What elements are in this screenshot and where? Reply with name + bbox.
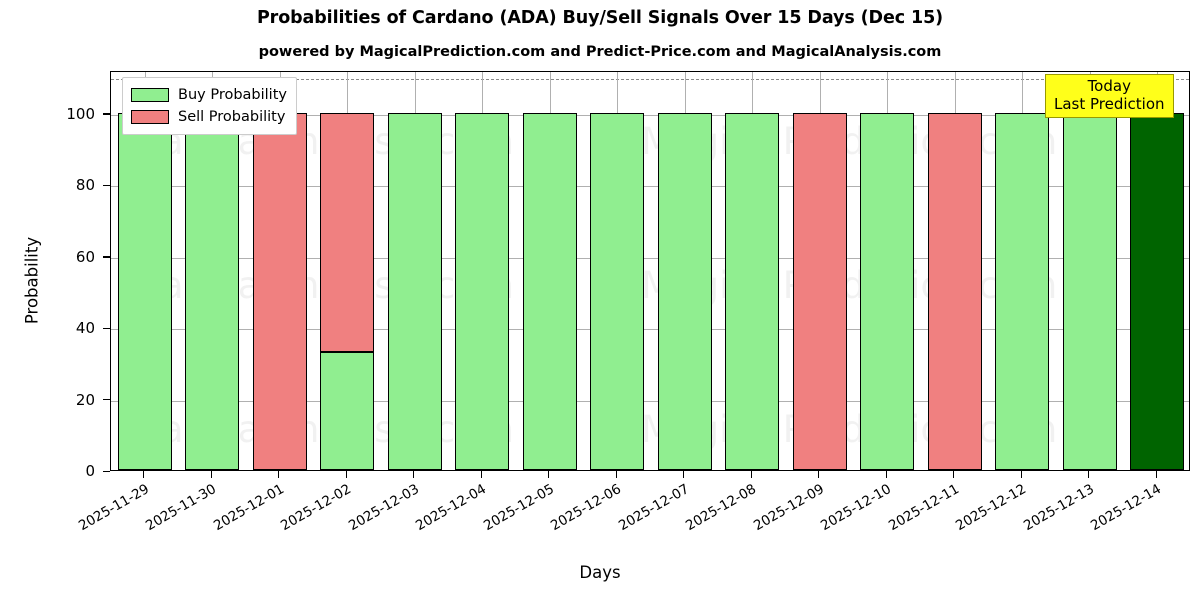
bar-segment-buy[interactable]	[320, 352, 375, 470]
chart-subtitle: powered by MagicalPrediction.com and Pre…	[258, 44, 942, 60]
bar-segment-today[interactable]	[1130, 112, 1185, 470]
bar-group[interactable]	[387, 72, 442, 470]
legend-item[interactable]: Buy Probability	[131, 84, 287, 106]
bar-segment-buy[interactable]	[860, 112, 915, 470]
y-tick-label: 0	[85, 462, 95, 480]
x-tick-mark	[413, 471, 415, 478]
x-tick-mark	[818, 471, 820, 478]
y-tick-label: 60	[75, 247, 95, 266]
bar-group[interactable]	[860, 72, 915, 470]
today-annotation-line1: Today	[1087, 77, 1131, 95]
bar-group[interactable]	[522, 72, 577, 470]
bar-group[interactable]	[792, 72, 847, 470]
y-axis-label: Probability	[22, 236, 42, 325]
x-tick-mark	[885, 471, 887, 478]
bar-group[interactable]	[1062, 72, 1117, 470]
x-tick-mark	[278, 471, 280, 478]
x-tick-mark	[210, 471, 212, 478]
y-tick-mark	[103, 470, 110, 472]
x-tick-mark	[953, 471, 955, 478]
x-tick-mark	[143, 471, 145, 478]
bar-segment-sell[interactable]	[252, 112, 307, 470]
bar-segment-buy[interactable]	[387, 112, 442, 470]
x-tick-mark	[548, 471, 550, 478]
bar-segment-sell[interactable]	[792, 112, 847, 470]
bar-group[interactable]	[117, 72, 172, 470]
bar-segment-sell[interactable]	[927, 112, 982, 470]
bar-group[interactable]	[1130, 72, 1185, 470]
y-tick-mark	[103, 327, 110, 329]
legend-label: Buy Probability	[178, 87, 287, 103]
reference-line	[111, 79, 1189, 81]
bar-segment-buy[interactable]	[455, 112, 510, 470]
bar-group[interactable]	[252, 72, 307, 470]
bar-segment-sell[interactable]	[320, 112, 375, 353]
y-tick-mark	[103, 399, 110, 401]
y-gridline	[111, 114, 1189, 116]
bar-segment-buy[interactable]	[117, 112, 172, 470]
legend-label: Sell Probability	[178, 109, 286, 125]
x-tick-mark	[1155, 471, 1157, 478]
chart-legend: Buy Probability Sell Probability	[122, 77, 297, 135]
y-gridline	[111, 329, 1189, 331]
bar-segment-buy[interactable]	[590, 112, 645, 470]
bar-group[interactable]	[320, 72, 375, 470]
bar-segment-buy[interactable]	[995, 112, 1050, 470]
legend-item[interactable]: Sell Probability	[131, 106, 287, 128]
bar-group[interactable]	[995, 72, 1050, 470]
y-gridline	[111, 400, 1189, 402]
y-gridline	[111, 257, 1189, 259]
x-tick-mark	[1020, 471, 1022, 478]
x-tick-mark	[683, 471, 685, 478]
x-tick-mark	[1088, 471, 1090, 478]
y-tick-mark	[103, 184, 110, 187]
bar-segment-buy[interactable]	[725, 112, 780, 470]
bar-group[interactable]	[725, 72, 780, 470]
legend-swatch-icon	[131, 110, 169, 124]
y-tick-label: 40	[75, 319, 95, 338]
x-tick-mark	[615, 471, 617, 478]
today-annotation-line2: Last Prediction	[1054, 94, 1165, 113]
bar-group[interactable]	[590, 72, 645, 470]
y-tick-label: 20	[75, 390, 95, 409]
chart-title: Probabilities of Cardano (ADA) Buy/Sell …	[256, 8, 944, 28]
legend-swatch-icon	[131, 88, 169, 102]
y-tick-mark	[103, 256, 110, 258]
y-tick-mark	[103, 113, 110, 115]
bar-group[interactable]	[455, 72, 510, 470]
bar-group[interactable]	[657, 72, 712, 470]
bar-group[interactable]	[927, 72, 982, 470]
bar-segment-buy[interactable]	[185, 112, 240, 470]
bar-group[interactable]	[185, 72, 240, 470]
bar-segment-buy[interactable]	[522, 112, 577, 470]
y-tick-label: 80	[75, 176, 95, 195]
x-axis-label: Days	[579, 563, 621, 582]
bar-segment-buy[interactable]	[657, 112, 712, 470]
y-gridline	[111, 186, 1189, 188]
x-tick-mark	[345, 471, 347, 478]
today-annotation: Today Last Prediction	[1045, 74, 1174, 119]
x-tick-mark	[750, 471, 752, 478]
x-tick-mark	[480, 471, 482, 478]
y-tick-label: 100	[66, 104, 95, 123]
bar-segment-buy[interactable]	[1062, 112, 1117, 470]
